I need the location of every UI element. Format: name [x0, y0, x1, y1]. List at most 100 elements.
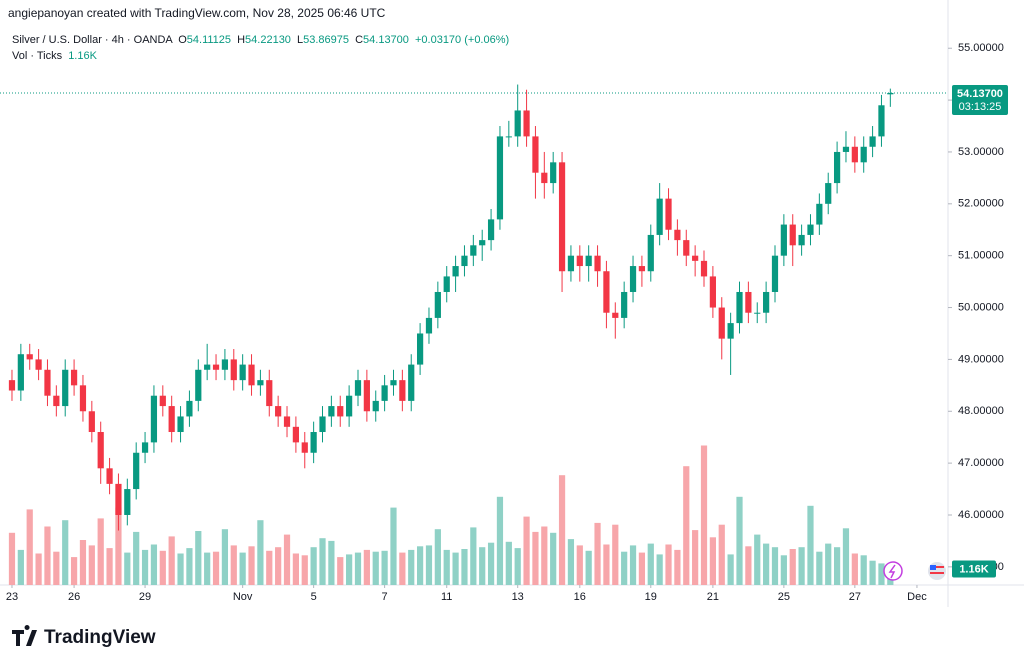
volume-bar	[842, 528, 850, 585]
open-label: O	[178, 34, 187, 46]
volume-bar	[816, 551, 823, 585]
volume-legend: Vol · Ticks 1.16K	[12, 50, 98, 62]
volume-bar	[159, 550, 166, 585]
volume-bar	[532, 531, 539, 585]
alert-bolt	[888, 564, 896, 579]
candle-body	[754, 312, 761, 314]
last-price-badge	[952, 84, 1008, 115]
volume-bar	[212, 551, 220, 585]
volume-bar	[62, 520, 69, 585]
volume-bar	[523, 516, 530, 585]
volume-bar	[594, 522, 601, 585]
volume-bar	[168, 536, 175, 585]
volume-bar	[26, 509, 33, 585]
candle-body	[408, 364, 415, 401]
volume-bar	[390, 507, 397, 585]
candle-body	[79, 385, 87, 412]
candle-body	[638, 266, 646, 272]
candle-body	[390, 380, 397, 386]
volume-bar	[461, 549, 468, 585]
volume-bar	[621, 551, 628, 585]
volume-bar	[825, 543, 832, 585]
candle-body	[576, 255, 583, 267]
candle-body	[212, 364, 220, 370]
candle-body	[621, 291, 628, 318]
candle-body	[248, 364, 255, 386]
y-tick-label: 55.00000	[958, 42, 1004, 54]
candle-body	[692, 255, 699, 261]
volume-bar	[558, 475, 566, 585]
volume-bar	[248, 546, 255, 585]
volume-bar	[177, 553, 184, 585]
y-tick-label: 47.00000	[958, 457, 1004, 469]
x-tick-label: Nov	[233, 591, 253, 603]
x-tick-label: 21	[707, 591, 719, 603]
candle-body	[292, 426, 299, 443]
volume-bar	[585, 550, 592, 585]
candle-body	[346, 395, 353, 417]
candle-body	[612, 312, 619, 318]
volume-bar	[141, 549, 149, 585]
volume-bar	[363, 549, 370, 585]
volume-bar	[266, 550, 273, 585]
volume-bar	[186, 548, 193, 585]
candle-body	[567, 255, 575, 272]
candle-body	[647, 234, 654, 272]
candle-body	[656, 198, 663, 235]
candle-body	[372, 400, 379, 412]
candle-body	[141, 442, 149, 453]
volume-bar	[35, 553, 42, 585]
y-tick-label: 46.00000	[958, 509, 1004, 521]
volume-bar	[798, 547, 805, 585]
volume-bar	[470, 527, 477, 585]
brand-logo	[12, 625, 37, 646]
candle-body	[44, 369, 51, 396]
candle-body	[541, 172, 548, 184]
candle-body	[479, 240, 486, 246]
alert-icon[interactable]	[883, 561, 903, 581]
volume-bar	[44, 526, 51, 585]
volume-bar	[337, 557, 344, 585]
candle-body	[727, 323, 734, 339]
candle-body	[470, 245, 477, 256]
volume-bar	[789, 549, 796, 585]
volume-bar	[479, 547, 486, 585]
candle-body	[851, 146, 858, 163]
volume-bar	[727, 554, 734, 585]
flag-stripe	[930, 572, 944, 574]
x-tick-label: 19	[645, 591, 657, 603]
x-tick-label: 5	[311, 591, 317, 603]
candle-body	[842, 146, 850, 152]
candle-body	[869, 136, 876, 147]
candle-body	[53, 395, 60, 407]
close-label: C	[355, 34, 363, 46]
candle-body	[860, 146, 867, 163]
x-tick-label: 16	[574, 591, 586, 603]
volume-bar	[8, 532, 16, 585]
volume-bar	[505, 541, 512, 585]
candle-body	[718, 307, 725, 339]
low-label: L	[297, 34, 303, 46]
volume-bar	[860, 555, 867, 585]
candle-body	[505, 136, 512, 138]
candle-body	[798, 234, 805, 246]
flag-icon[interactable]	[928, 562, 946, 580]
volume-bar	[115, 507, 122, 585]
symbol: Silver / U.S. Dollar · 4h · OANDA	[12, 34, 173, 46]
candle-body	[416, 333, 424, 365]
volume-bar	[150, 544, 158, 585]
candle-body	[26, 354, 33, 360]
legend-line: Silver / U.S. Dollar · 4h · OANDA O54.11…	[12, 34, 509, 46]
candle-body	[425, 317, 433, 334]
high-value: 54.22130	[245, 34, 291, 46]
brand: TradingView	[12, 625, 156, 648]
countdown-label: 03:13:25	[959, 101, 1002, 113]
volume-bar	[195, 531, 202, 585]
volume-bar	[674, 549, 681, 585]
candle-body	[887, 92, 894, 95]
candle-body	[487, 219, 495, 241]
x-tick-label: Dec	[907, 591, 927, 603]
candle-body	[204, 364, 211, 370]
volume-bar	[514, 548, 521, 585]
x-tick-label: 26	[68, 591, 80, 603]
